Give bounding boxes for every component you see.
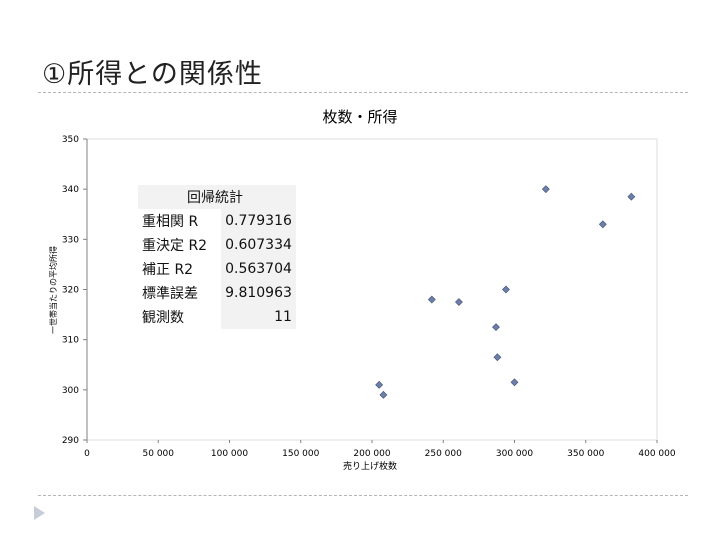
data-point	[541, 185, 550, 194]
table-row: 観測数 11	[138, 305, 296, 329]
data-point	[455, 298, 463, 306]
table-row: 重相関 R 0.779316	[138, 209, 296, 233]
x-tick-label: 200 000	[353, 449, 390, 459]
stat-value: 0.779316	[221, 209, 296, 233]
y-tick-label: 290	[62, 436, 79, 446]
y-tick-label: 320	[62, 286, 79, 296]
y-tick-label: 300	[62, 386, 79, 396]
y-tick-label: 310	[62, 336, 79, 346]
data-point	[493, 353, 502, 362]
x-tick-label: 400 000	[638, 449, 675, 459]
x-tick-label: 50 000	[143, 449, 175, 459]
stat-value: 9.810963	[221, 281, 296, 305]
x-tick-label: 150 000	[282, 449, 319, 459]
x-tick-label: 100 000	[211, 449, 248, 459]
x-axis-label: 売り上げ枚数	[343, 460, 397, 472]
stat-label: 標準誤差	[142, 286, 198, 302]
y-axis-label: 一世帯当たりの平均所得	[48, 246, 58, 334]
y-tick-label: 350	[62, 135, 79, 145]
y-tick-label: 330	[62, 235, 79, 245]
table-row: 補正 R2 0.563704	[138, 257, 296, 281]
stat-value: 11	[221, 305, 296, 329]
regression-title: 回帰統計	[138, 185, 296, 209]
regression-stats-table: 回帰統計 重相関 R 0.779316 重決定 R2 0.607334 補正 R…	[138, 185, 296, 329]
table-row: 標準誤差 9.810963	[138, 281, 296, 305]
data-point	[375, 380, 384, 389]
stat-value: 0.607334	[221, 233, 296, 257]
regression-header-row: 回帰統計	[138, 185, 296, 209]
data-point	[379, 390, 388, 399]
data-point	[492, 323, 500, 332]
data-point	[627, 192, 636, 201]
stat-label: 重相関 R	[142, 214, 199, 230]
footer-divider	[38, 495, 688, 496]
x-tick-label: 300 000	[496, 449, 533, 459]
y-tick-label: 340	[62, 185, 79, 195]
x-tick-label: 0	[84, 449, 90, 459]
data-point	[510, 378, 519, 387]
stat-label: 補正 R2	[142, 262, 194, 278]
x-tick-label: 250 000	[425, 449, 462, 459]
footer-arrow-icon	[34, 506, 45, 520]
stat-value: 0.563704	[221, 257, 296, 281]
stat-label: 重決定 R2	[142, 238, 208, 254]
slide-title: ①所得との関係性	[42, 59, 263, 90]
data-point	[598, 220, 607, 229]
stat-label: 観測数	[142, 310, 184, 326]
title-divider	[38, 92, 688, 93]
table-row: 重決定 R2 0.607334	[138, 233, 296, 257]
x-tick-label: 350 000	[567, 449, 604, 459]
data-point	[502, 285, 510, 294]
data-point	[427, 295, 436, 304]
chart-title: 枚数・所得	[322, 108, 397, 126]
